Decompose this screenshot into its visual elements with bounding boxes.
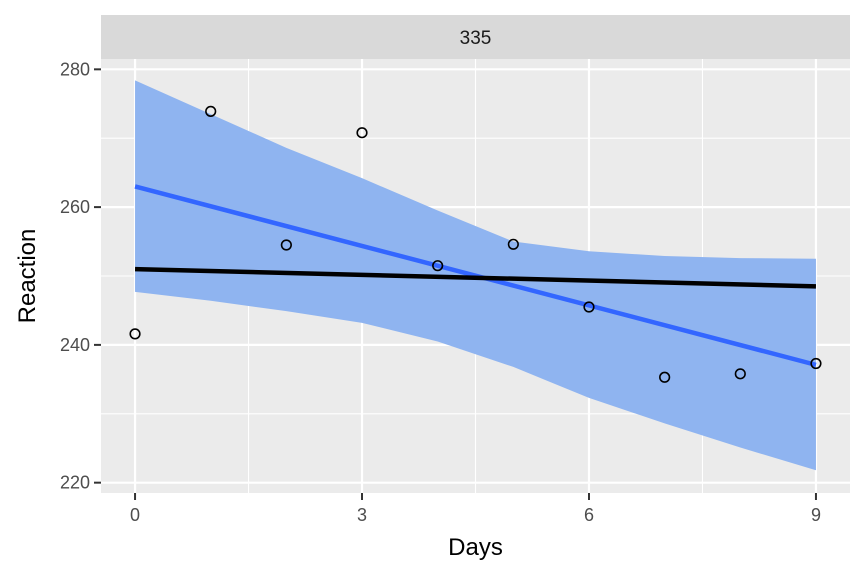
y-tick-label: 260 xyxy=(60,197,90,217)
facet-strip-label: 335 xyxy=(460,28,492,49)
y-tick-label: 280 xyxy=(60,59,90,79)
data-point xyxy=(356,127,368,139)
x-tick-label: 9 xyxy=(811,505,821,525)
data-point xyxy=(507,238,519,250)
x-tick-label: 6 xyxy=(584,505,594,525)
data-point xyxy=(659,371,671,383)
x-tick-label: 3 xyxy=(357,505,367,525)
data-point xyxy=(583,301,595,313)
data-point xyxy=(810,357,822,370)
facet-strip-background xyxy=(101,15,850,59)
y-tick-label: 240 xyxy=(60,335,90,355)
data-point xyxy=(129,328,141,340)
data-point xyxy=(280,239,292,251)
data-points-layer xyxy=(129,105,822,383)
fit-lines-layer xyxy=(134,184,817,368)
x-tick-label: 0 xyxy=(130,505,140,525)
reference-line xyxy=(134,266,817,289)
data-point xyxy=(734,368,746,380)
axes: 0 3 6 9 220 240 260 280 xyxy=(60,59,821,525)
facet-strip: 335 xyxy=(101,15,850,59)
y-axis-title: Reaction xyxy=(14,229,41,324)
data-point xyxy=(205,105,217,117)
y-tick-label: 220 xyxy=(60,473,90,493)
data-point xyxy=(432,260,444,272)
x-axis-title: Days xyxy=(448,534,503,561)
